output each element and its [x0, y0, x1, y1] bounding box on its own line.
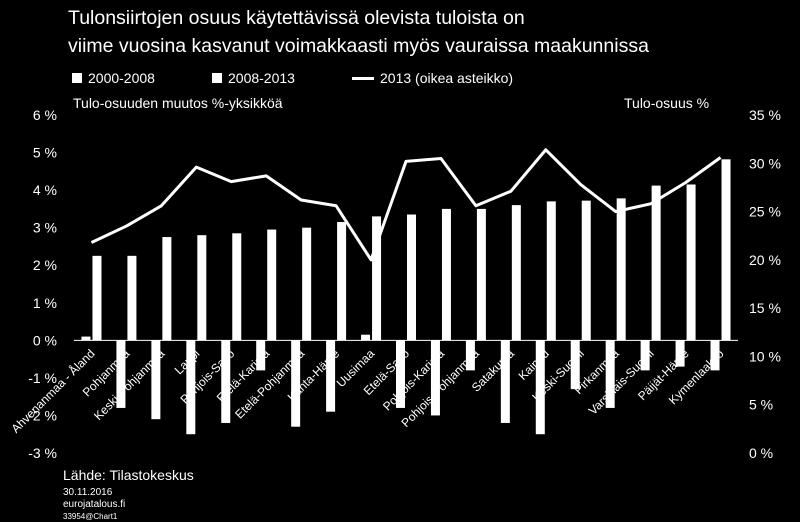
bar-2008-2013	[546, 201, 556, 341]
left-tick-label: 2 %	[33, 257, 57, 273]
bar-2000-2008	[151, 340, 161, 420]
bar-2000-2008	[710, 340, 720, 371]
bar-2008-2013	[162, 237, 172, 341]
legend-item-series3: 2013 (oikea asteikko)	[352, 70, 513, 86]
bar-2000-2008	[81, 336, 91, 341]
bar-2000-2008	[396, 340, 405, 408]
bar-2000-2008	[361, 334, 371, 341]
left-axis-title: Tulo-osuuden muutos %-yksikköä	[73, 95, 283, 111]
bar-2000-2008	[570, 340, 580, 390]
bar-2000-2008	[430, 340, 440, 416]
bar-2008-2013	[92, 255, 102, 341]
left-tick-label: 0 %	[33, 332, 57, 348]
left-tick-label: 6 %	[33, 107, 57, 123]
bar-2000-2008	[535, 340, 545, 435]
title-line-1: Tulonsiirtojen osuus käytettävissä olevi…	[68, 7, 525, 29]
legend-swatch-series3	[352, 76, 374, 80]
legend-label-series3: 2013 (oikea asteikko)	[380, 70, 514, 86]
left-tick-label: -2 %	[28, 407, 57, 423]
legend-label-series2: 2008-2013	[228, 70, 295, 86]
right-tick-label: 10 %	[749, 348, 781, 364]
bar-2008-2013	[337, 222, 347, 341]
chart-id-label: 33954@Chart1	[63, 512, 118, 521]
left-tick-label: 1 %	[33, 295, 57, 311]
bar-2008-2013	[651, 185, 661, 341]
left-tick-label: -3 %	[28, 445, 57, 461]
right-tick-label: 25 %	[749, 204, 781, 220]
bar-2008-2013	[721, 159, 731, 341]
left-tick-label: 4 %	[33, 182, 57, 198]
bar-2008-2013	[511, 205, 521, 341]
right-axis-title: Tulo-osuus %	[624, 95, 710, 111]
left-tick-label: 3 %	[33, 220, 57, 236]
bar-2008-2013	[232, 233, 242, 341]
bar-2000-2008	[256, 340, 266, 371]
chart-title: Tulonsiirtojen osuus käytettävissä olevi…	[68, 4, 788, 60]
date-label: 30.11.2016	[63, 487, 113, 498]
left-tick-label: 5 %	[33, 145, 57, 161]
bar-2000-2008	[605, 340, 615, 408]
website-label: eurojatalous.fi	[63, 499, 126, 510]
bar-2000-2008	[221, 340, 231, 423]
right-tick-label: 0 %	[749, 445, 773, 461]
legend-item-series1: 2000-2008	[72, 70, 155, 86]
bar-2008-2013	[372, 216, 382, 341]
bar-2008-2013	[686, 184, 696, 341]
source-label: Lähde: Tilastokeskus	[63, 467, 194, 483]
bar-2000-2008	[640, 340, 650, 371]
bar-2008-2013	[441, 208, 451, 341]
bar-2000-2008	[116, 340, 126, 408]
right-tick-label: 20 %	[749, 252, 781, 268]
bar-2008-2013	[476, 208, 486, 341]
legend-swatch-series1	[72, 73, 82, 83]
bar-2008-2013	[127, 255, 137, 341]
legend-label-series1: 2000-2008	[88, 70, 155, 86]
bar-2008-2013	[616, 198, 626, 341]
bar-2008-2013	[581, 200, 591, 341]
bar-2008-2013	[267, 229, 277, 341]
bar-2000-2008	[500, 340, 510, 423]
left-tick-label: -1 %	[28, 370, 57, 386]
right-tick-label: 5 %	[749, 397, 773, 413]
line-2013	[90, 148, 722, 262]
bar-2000-2008	[675, 340, 685, 367]
legend-item-series2: 2008-2013	[212, 70, 295, 86]
right-tick-label: 35 %	[749, 107, 781, 123]
right-tick-label: 15 %	[749, 300, 781, 316]
bar-2000-2008	[291, 340, 301, 427]
bar-2000-2008	[465, 340, 475, 371]
bar-2000-2008	[186, 340, 196, 435]
right-tick-label: 30 %	[749, 155, 781, 171]
bar-2008-2013	[407, 214, 416, 341]
legend-swatch-series2	[212, 73, 222, 83]
bar-2008-2013	[197, 235, 207, 341]
title-line-2: viime vuosina kasvanut voimakkaasti myös…	[68, 35, 649, 57]
bar-2008-2013	[302, 227, 312, 341]
bar-2000-2008	[326, 340, 336, 412]
